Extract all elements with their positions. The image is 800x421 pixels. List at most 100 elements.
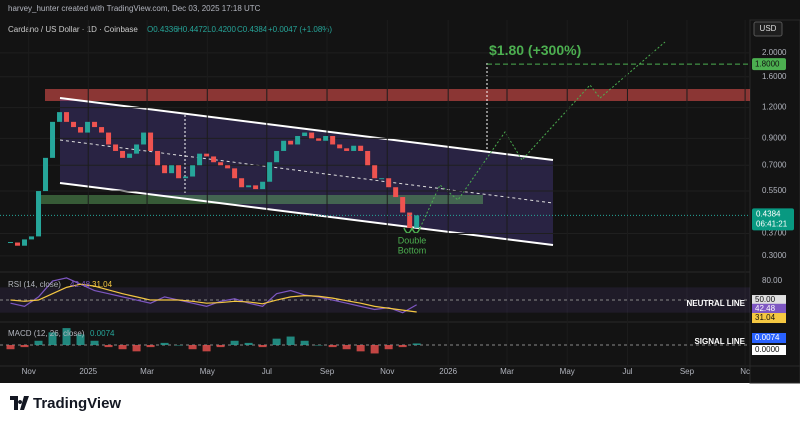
candle [260,181,266,190]
histogram-bar [216,345,225,348]
candle [246,185,252,188]
histogram-bar [370,345,379,354]
candle [85,121,91,133]
candle [232,168,238,179]
pattern-label: Bottom [398,245,427,255]
level-name: NEUTRAL LINE [686,299,745,308]
candle [211,156,217,163]
histogram-bar [34,340,43,345]
candle [414,215,420,228]
candle [302,132,308,137]
channel-lower [59,182,554,246]
value-label: 42.48 [755,304,776,313]
histogram-bar [104,345,113,348]
resistance-zone [45,89,750,101]
countdown: 06:41:21 [756,219,788,228]
currency[interactable]: USD [760,24,777,33]
x-tick-label: Mar [140,367,154,376]
candle [267,162,273,182]
x-tick-label: May [200,367,215,376]
x-tick-label: 2025 [79,367,97,376]
candle [36,191,42,237]
pattern-label: Double [398,235,427,245]
channel-upper [59,97,554,161]
value-box [752,333,786,343]
value-box [752,313,786,324]
candle [99,127,105,133]
candle [155,150,161,166]
close: C0.4384 [237,25,268,34]
histogram-bar [118,345,127,350]
candle [50,121,56,158]
histogram-bar [300,340,309,345]
candle [218,162,224,166]
histogram-bar [202,345,211,352]
candle [295,136,301,145]
histogram-bar [20,345,29,348]
indicator-line [10,277,417,314]
last-price-box [752,208,794,231]
currency-badge[interactable] [753,21,783,37]
histogram-bar [132,345,141,352]
histogram-bar [62,328,71,345]
candle [330,136,336,145]
histogram-bar [90,340,99,345]
candle [204,153,210,157]
y-tick-label: 0.9000 [762,133,787,142]
candle [8,242,14,244]
candle [190,165,196,177]
candle [183,176,189,179]
candle [148,132,154,151]
candle [281,140,287,151]
candle [225,165,231,169]
candle [71,121,77,128]
x-tick-label: 2026 [439,367,457,376]
legend-value: 42.48 [70,280,91,289]
candle [22,239,28,246]
histogram-bar [230,340,239,345]
legend-value: 31.04 [92,280,113,289]
indicator-title: MACD (12, 26, close) [8,329,85,338]
target-annotation: $1.80 (+300%) [489,42,581,58]
change: +0.0047 (+1.08%) [268,25,332,34]
histogram-bar [342,345,351,350]
histogram-bar [286,336,295,345]
histogram-bar [258,345,267,348]
candle [288,140,294,145]
level-box [752,295,786,306]
histogram-bar [48,332,57,345]
candle [113,144,119,151]
candle [29,236,35,240]
candle [162,165,168,174]
histogram-bar [76,334,85,345]
last-price-label: 0.4384 [756,209,781,218]
indicator-line [10,283,417,313]
value-label: 0.0074 [755,333,780,342]
y-tick-label: 0.3000 [762,251,787,260]
candle [386,178,392,188]
support-zone [38,195,483,204]
histogram-bar [272,338,281,345]
candle [344,148,350,151]
histogram-bar [6,345,15,350]
indicator-title: RSI (14, close) [8,280,61,289]
symbol: Cardano / US Dollar · 1D · Coinbase [8,25,138,34]
candle [15,242,21,246]
candle [120,150,126,158]
candle [176,165,182,179]
y-tick-label: 0.3700 [762,229,787,238]
level-label: 0.0000 [755,345,780,354]
x-tick-label: Sep [320,367,335,376]
value-label: 31.04 [755,313,776,322]
double-bottom-mark [403,225,421,234]
drawings [38,41,750,246]
open: O0.4336 [147,25,178,34]
histogram-bar [314,345,323,346]
candle [407,212,413,228]
candle [239,178,245,188]
histogram-bar [398,345,407,348]
y-tick-label: 0.7000 [762,160,787,169]
candle [323,136,329,141]
